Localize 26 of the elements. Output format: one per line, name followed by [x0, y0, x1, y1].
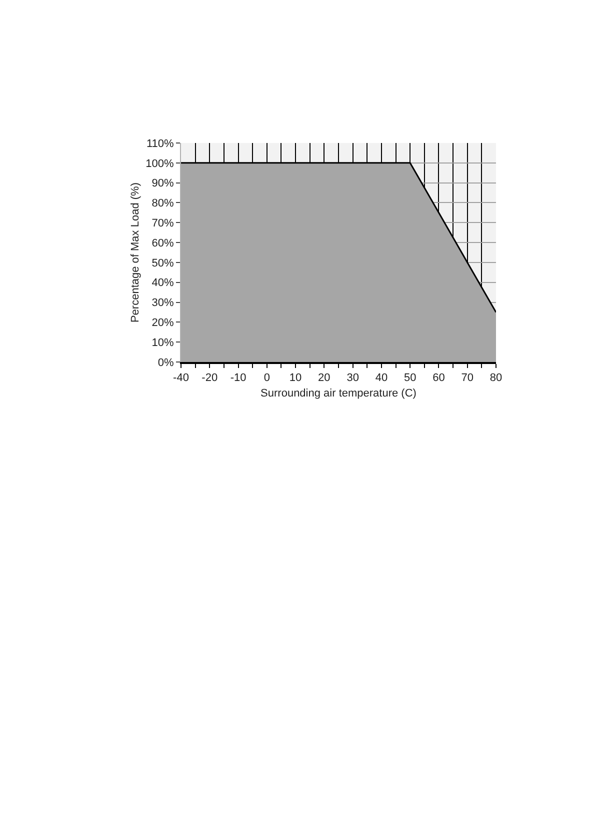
y-tick-label: 40%: [152, 277, 174, 290]
x-tick-label: 70: [461, 372, 474, 384]
x-tick-label: -10: [230, 372, 246, 384]
y-tick-label: 70%: [152, 217, 174, 230]
y-tick-label: 80%: [152, 198, 174, 210]
y-tick-label: 30%: [152, 297, 174, 310]
x-axis-title: Surrounding air temperature (C): [260, 388, 416, 400]
y-tick-label: 110%: [146, 138, 174, 150]
y-tick-label: 90%: [152, 178, 174, 190]
x-tick-label: 0: [264, 372, 270, 384]
y-tick-label: 50%: [152, 257, 174, 270]
x-tick-label: 50: [404, 372, 416, 384]
x-tick-label: 10: [289, 372, 302, 384]
x-tick-label: 20: [318, 372, 330, 384]
y-tick-label: 0%: [158, 356, 174, 369]
y-axis-title: Percentage of Max Load (%): [129, 182, 142, 323]
x-tick-label: 80: [490, 372, 502, 384]
x-tick-label: 40: [375, 372, 388, 384]
x-tick-label: -40: [173, 372, 189, 384]
x-tick-label: 60: [432, 372, 445, 384]
y-tick-label: 20%: [152, 317, 174, 330]
x-tick-label: -20: [202, 372, 218, 384]
y-tick-label: 10%: [152, 336, 174, 349]
y-tick-label: 60%: [152, 237, 174, 250]
x-tick-label: 30: [346, 372, 359, 384]
y-tick-label: 100%: [146, 158, 174, 170]
